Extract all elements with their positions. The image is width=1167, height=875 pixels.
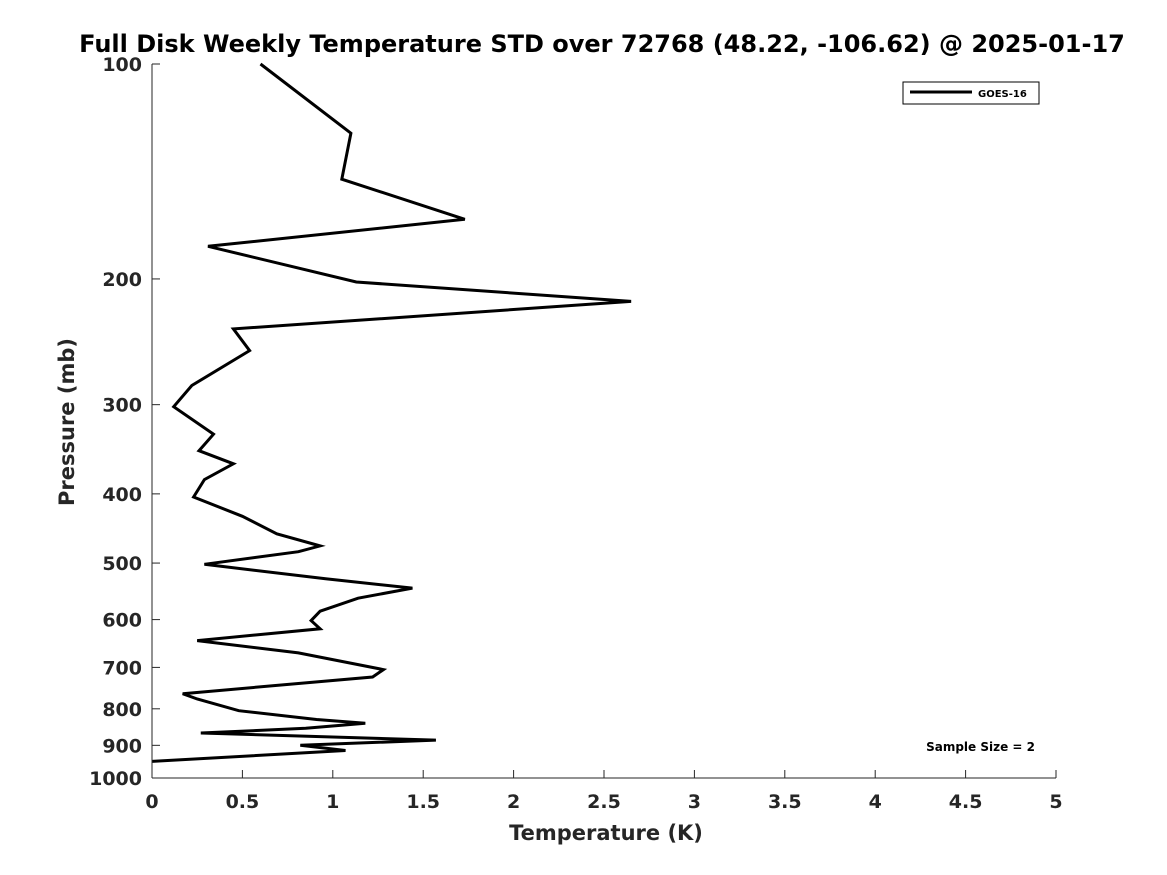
y-tick-label: 100 [102, 54, 142, 76]
chart-title: Full Disk Weekly Temperature STD over 72… [79, 30, 1125, 58]
x-tick-label: 2 [507, 791, 520, 813]
x-tick-label: 3.5 [768, 791, 802, 813]
x-tick-label: 0.5 [226, 791, 260, 813]
y-axis-label: Pressure (mb) [55, 338, 79, 506]
y-tick-label: 800 [102, 699, 142, 721]
series-line-goes-16 [151, 62, 632, 763]
y-tick-label: 1000 [89, 768, 142, 790]
y-tick-label: 700 [102, 657, 142, 679]
x-tick-label: 2.5 [587, 791, 621, 813]
y-tick-label: 500 [102, 553, 142, 575]
x-tick-label: 3 [688, 791, 701, 813]
x-tick-label: 4.5 [949, 791, 983, 813]
y-tick-label: 200 [102, 269, 142, 291]
legend-entry-goes-16: GOES-16 [978, 89, 1027, 100]
x-axis-label: Temperature (K) [509, 821, 703, 845]
x-tick-label: 1 [326, 791, 339, 813]
legend: GOES-16 [902, 81, 1040, 105]
x-tick-label: 0 [145, 791, 158, 813]
x-tick-label: 5 [1049, 791, 1062, 813]
y-tick-label: 600 [102, 610, 142, 632]
x-tick-label: 1.5 [406, 791, 440, 813]
x-tick-label: 4 [869, 791, 882, 813]
x-axis-ticks: 0 0.5 1 1.5 2 2.5 3 3.5 4 4.5 5 [145, 770, 1063, 813]
y-tick-label: 400 [102, 484, 142, 506]
y-axis-ticks: 100 200 300 400 500 600 700 800 900 1000 [89, 54, 160, 790]
y-tick-label: 900 [102, 735, 142, 757]
y-tick-label: 300 [102, 395, 142, 417]
sample-size-annotation: Sample Size = 2 [926, 740, 1035, 754]
